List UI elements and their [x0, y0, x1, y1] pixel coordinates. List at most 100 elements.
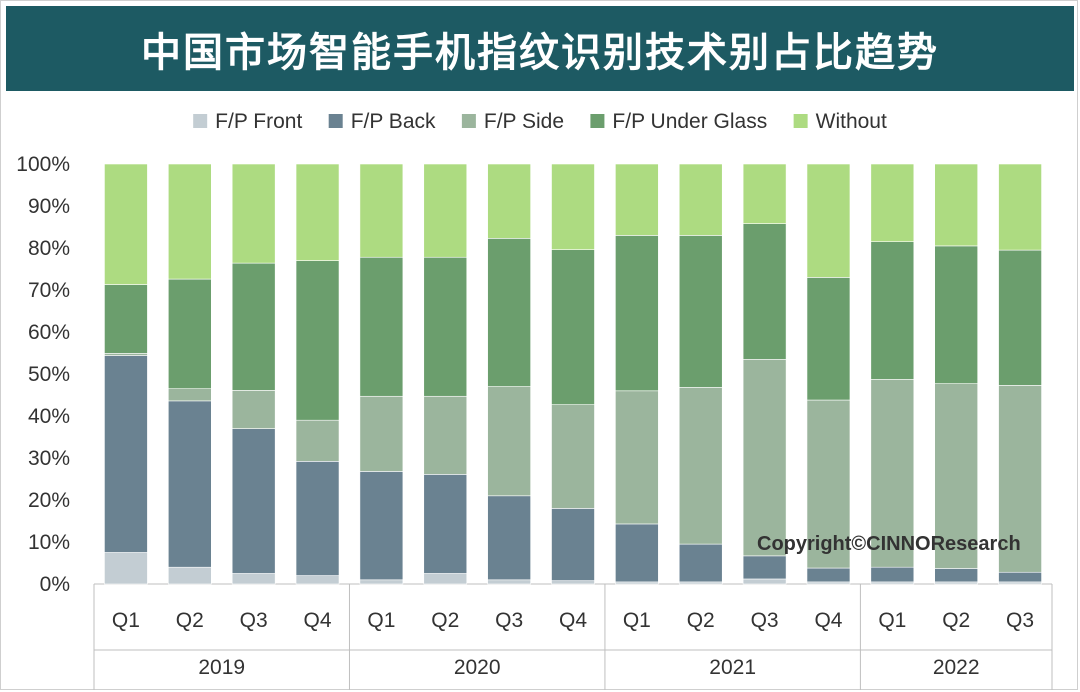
bar-segment-f-p-side — [870, 379, 915, 568]
copyright-watermark: Copyright©CINNOResearch — [757, 533, 1021, 555]
x-tick-label: Q1 — [623, 609, 651, 632]
y-tick-label: 50% — [28, 363, 70, 386]
bar-segment-f-p-front — [359, 579, 404, 585]
bar-segment-f-p-under-glass — [423, 256, 468, 397]
x-tick-label: Q3 — [495, 609, 523, 632]
bar-segment-f-p-side — [615, 390, 659, 525]
bar-segment-f-p-back — [423, 474, 468, 574]
y-tick-label: 40% — [28, 405, 70, 428]
legend-swatch — [793, 114, 808, 128]
bar-segment-f-p-side — [678, 387, 723, 545]
bar-segment-f-p-back — [678, 543, 723, 583]
bar-segment-without — [678, 163, 723, 236]
x-tick-label: Q2 — [687, 609, 715, 632]
bar-segment-f-p-back — [487, 495, 531, 581]
bar-segment-f-p-side — [168, 388, 212, 402]
bar-segment-f-p-under-glass — [295, 260, 340, 421]
bar-segment-without — [231, 163, 276, 264]
group-label: 2022 — [933, 656, 980, 679]
bar-segment-f-p-side — [487, 386, 531, 497]
x-tick-label: Q3 — [240, 609, 268, 632]
group-label: 2021 — [709, 656, 756, 679]
bar-segment-f-p-under-glass — [104, 284, 148, 354]
bar-segment-without — [423, 163, 468, 258]
bar-segment-f-p-side — [806, 399, 851, 569]
bar-segment-without — [615, 163, 659, 236]
bar-segment-f-p-front — [423, 573, 468, 585]
x-tick-label: Q1 — [878, 609, 906, 632]
bar-segment-f-p-back — [806, 567, 851, 583]
bar-segment-f-p-back — [104, 355, 148, 553]
x-tick-label: Q4 — [559, 609, 587, 632]
legend-label: F/P Under Glass — [612, 110, 767, 133]
y-tick-label: 90% — [28, 195, 70, 218]
bar-segment-f-p-front — [104, 552, 148, 585]
y-tick-label: 10% — [28, 531, 70, 554]
bar-segment-f-p-under-glass — [551, 249, 595, 405]
bar-segment-f-p-front — [870, 581, 915, 585]
bar-segment-f-p-front — [168, 566, 212, 585]
legend-swatch — [590, 114, 605, 128]
y-tick-label: 20% — [28, 489, 70, 512]
bar-segment-f-p-front — [998, 581, 1042, 585]
bar-segment-f-p-back — [359, 471, 404, 581]
legend-label: F/P Back — [351, 110, 436, 133]
y-tick-label: 80% — [28, 237, 70, 260]
bar-segment-f-p-side — [295, 419, 340, 462]
bar-segment-without — [104, 163, 148, 285]
bar-segment-f-p-under-glass — [998, 249, 1042, 386]
bar-segment-without — [295, 163, 340, 261]
bar-segment-without — [168, 163, 212, 280]
bar-segment-f-p-under-glass — [870, 241, 915, 380]
bar-segment-without — [870, 163, 915, 242]
bar-segment-f-p-under-glass — [934, 245, 979, 384]
legend-label: Without — [816, 110, 887, 133]
bar-segment-f-p-front — [934, 581, 979, 585]
bar-segment-f-p-back — [168, 400, 212, 568]
y-tick-label: 30% — [28, 447, 70, 470]
bar-segment-f-p-under-glass — [742, 223, 787, 360]
bar-segment-f-p-back — [742, 555, 787, 580]
bar-segment-f-p-back — [870, 566, 915, 583]
bar-segment-without — [806, 163, 851, 278]
group-label: 2020 — [454, 656, 501, 679]
y-tick-label: 100% — [16, 153, 70, 176]
x-tick-label: Q2 — [176, 609, 204, 632]
y-tick-label: 70% — [28, 279, 70, 302]
bar-segment-f-p-back — [295, 461, 340, 576]
bar-segment-f-p-front — [806, 581, 851, 585]
x-tick-label: Q4 — [304, 609, 332, 632]
bar-segment-f-p-back — [551, 508, 595, 581]
bar-segment-f-p-back — [615, 523, 659, 583]
bar-segment-f-p-front — [615, 581, 659, 585]
bar-segment-f-p-back — [934, 568, 979, 583]
x-tick-label: Q3 — [1006, 609, 1034, 632]
legend-swatch — [461, 114, 476, 128]
x-tick-label: Q1 — [367, 609, 395, 632]
bar-segment-f-p-front — [487, 579, 531, 585]
group-label: 2019 — [198, 656, 245, 679]
bar-segment-without — [551, 163, 595, 250]
bar-segment-without — [934, 163, 979, 247]
bar-segment-without — [359, 163, 404, 258]
title-bar: 中国市场智能手机指纹识别技术别占比趋势 — [6, 6, 1074, 91]
bar-segment-f-p-under-glass — [231, 262, 276, 391]
bar-segment-f-p-front — [678, 581, 723, 585]
x-tick-label: Q4 — [814, 609, 842, 632]
x-tick-label: Q1 — [112, 609, 140, 632]
legend-swatch — [193, 114, 208, 128]
legend-label: F/P Side — [484, 110, 564, 133]
bar-segment-f-p-under-glass — [359, 256, 404, 397]
x-tick-label: Q2 — [431, 609, 459, 632]
y-tick-label: 60% — [28, 321, 70, 344]
bar-segment-f-p-under-glass — [678, 235, 723, 388]
bar-segment-f-p-side — [231, 390, 276, 429]
bar-segment-without — [742, 163, 787, 224]
bar-segment-f-p-side — [551, 404, 595, 509]
bar-segment-f-p-side — [934, 383, 979, 569]
bar-segment-f-p-side — [104, 353, 148, 356]
bar-segment-f-p-back — [998, 571, 1042, 583]
bar-segment-f-p-side — [742, 358, 787, 557]
